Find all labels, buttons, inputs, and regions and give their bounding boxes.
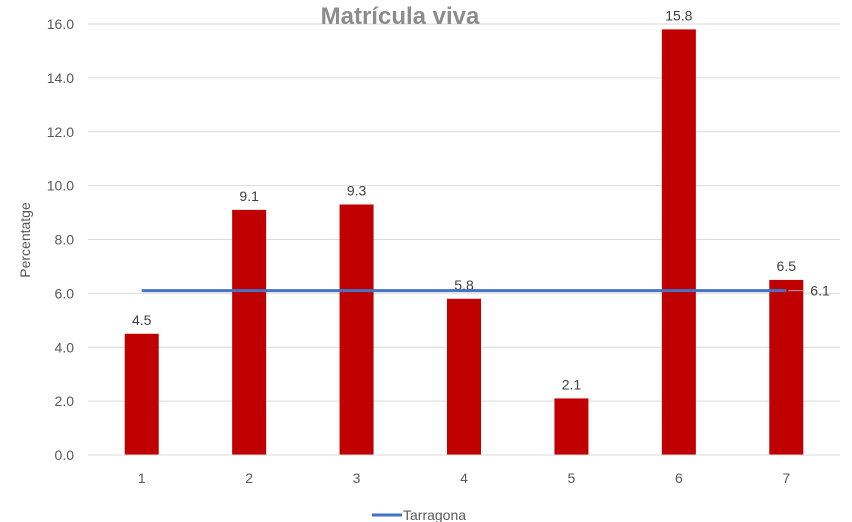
bar-value-label: 2.1 <box>562 376 582 392</box>
x-tick-label: 3 <box>353 470 361 486</box>
bar <box>124 333 159 455</box>
y-tick-label: 12.0 <box>47 124 74 140</box>
legend-label-tarragona: Tarragona <box>403 507 466 522</box>
x-tick-label: 1 <box>138 470 146 486</box>
y-tick-label: 0.0 <box>55 447 75 463</box>
y-axis-ticks: 0.0 2.0 4.0 6.0 8.0 10.0 12.0 14.0 16.0 <box>47 16 74 463</box>
x-tick-label: 5 <box>568 470 576 486</box>
y-tick-label: 14.0 <box>47 70 74 86</box>
bar-value-label: 9.1 <box>239 188 259 204</box>
legend: Tarragona <box>372 507 466 522</box>
bar-value-label: 9.3 <box>347 182 367 198</box>
x-tick-label: 2 <box>245 470 253 486</box>
bar <box>232 209 267 455</box>
chart-title: Matrícula viva <box>321 3 480 30</box>
y-axis-title: Percentatge <box>17 202 33 278</box>
bars: 4.5 9.1 9.3 5.8 2.1 15.8 6.5 <box>124 7 804 455</box>
x-tick-label: 7 <box>782 470 790 486</box>
y-tick-label: 8.0 <box>55 232 75 248</box>
x-tick-label: 6 <box>675 470 683 486</box>
x-axis-ticks: 1 2 3 4 5 6 7 <box>138 470 791 486</box>
bar <box>447 298 481 455</box>
bar <box>554 398 589 455</box>
reference-line-group: 6.1 <box>141 283 830 299</box>
y-tick-label: 2.0 <box>55 393 75 409</box>
x-tick-label: 4 <box>460 470 468 486</box>
bar-value-label: 4.5 <box>132 312 152 328</box>
bar-value-label: 6.5 <box>777 258 797 274</box>
bar <box>769 279 804 455</box>
bar <box>661 29 696 455</box>
y-tick-label: 6.0 <box>55 285 75 301</box>
reference-line-value-label: 6.1 <box>810 283 830 299</box>
y-tick-label: 10.0 <box>47 178 74 194</box>
bar <box>339 204 374 455</box>
gridlines <box>88 23 840 402</box>
y-tick-label: 4.0 <box>55 339 75 355</box>
y-tick-label: 16.0 <box>47 16 74 32</box>
bar-value-label: 15.8 <box>665 7 692 23</box>
bar-value-label: 5.8 <box>454 277 474 293</box>
